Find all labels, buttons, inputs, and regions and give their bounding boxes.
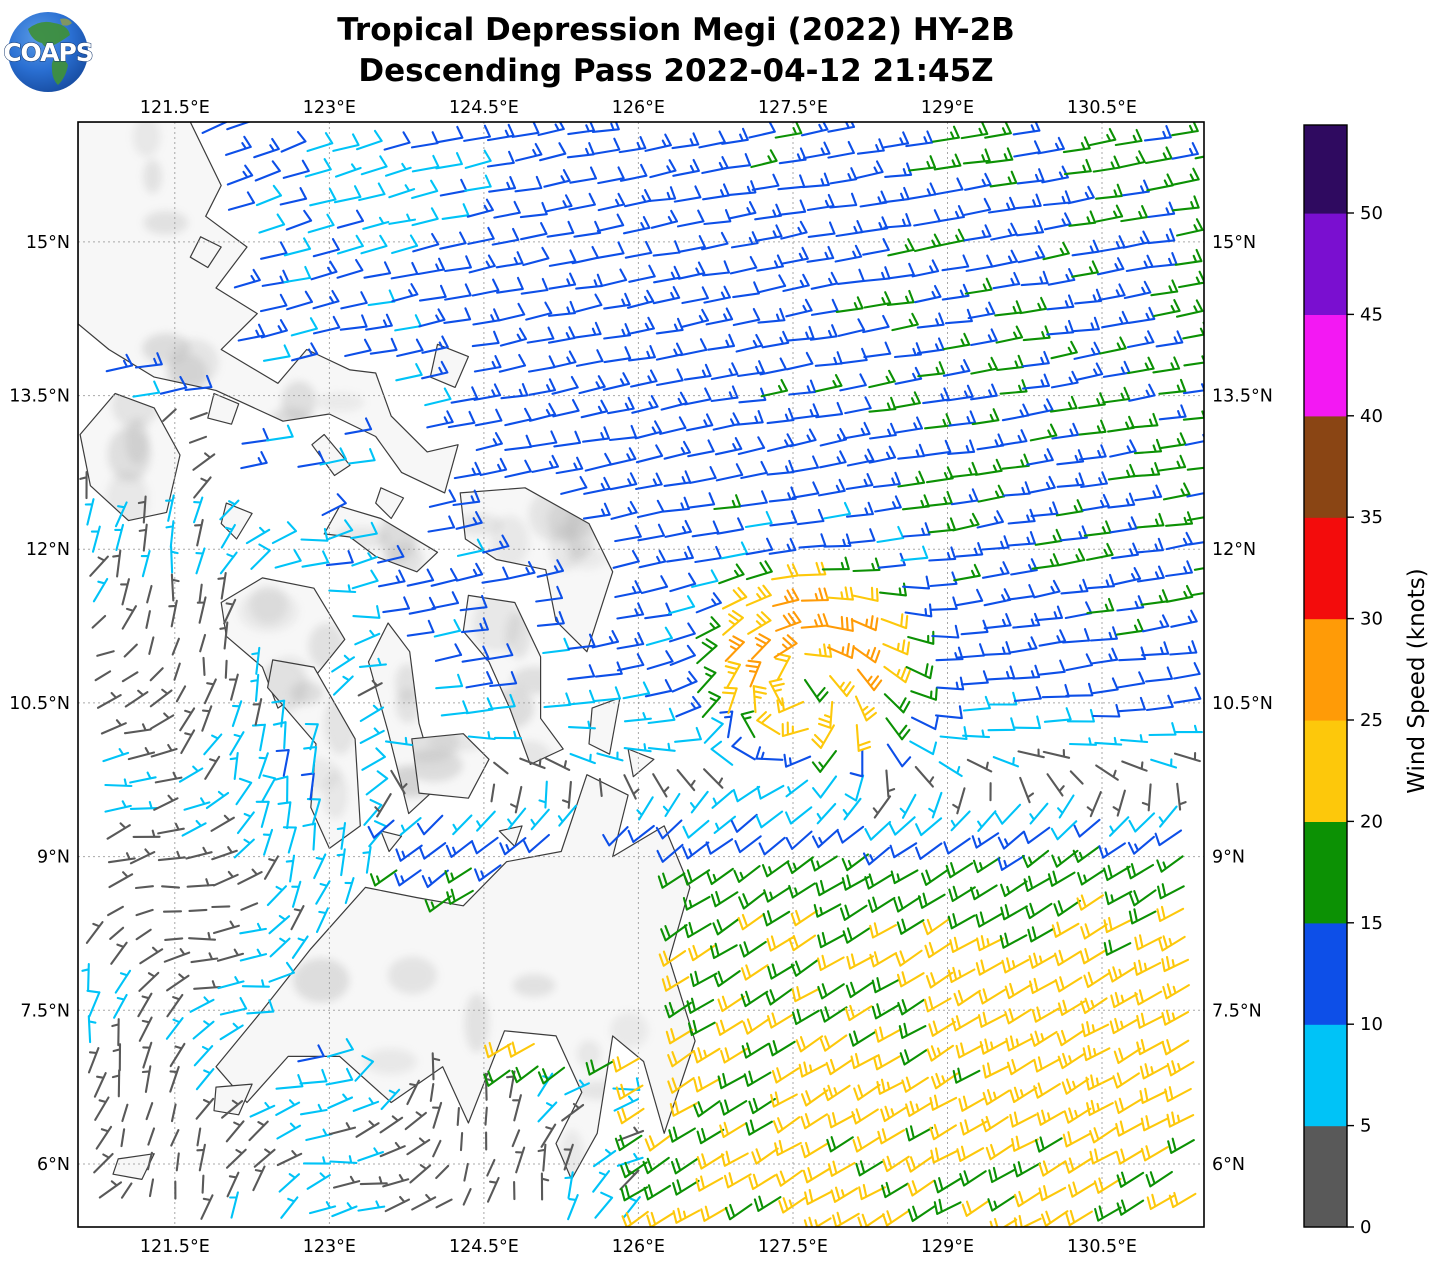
axis-tick-labels: 121.5°E 121.5°E 123°E 123°E 124.5°E 124.5°E 12… <box>9 98 1273 1257</box>
ytick-left: 12°N <box>26 540 70 560</box>
colorbar: 0 5 10 15 20 25 30 35 40 45 50 Wind Speed (knots) <box>1303 124 1430 1238</box>
xtick-top: 126°E <box>612 98 665 118</box>
ytick-left: 15°N <box>26 233 70 253</box>
map-land-layer <box>78 122 696 1180</box>
xtick-bottom: 121.5°E <box>140 1237 210 1257</box>
ytick-right: 7.5°N <box>1212 1001 1262 1021</box>
colorbar-band <box>1304 314 1347 417</box>
island-dinagat <box>589 697 620 755</box>
ytick-right: 9°N <box>1212 848 1245 868</box>
colorbar-tick-label: 20 <box>1360 811 1383 832</box>
colorbar-band <box>1304 1125 1347 1228</box>
ytick-left: 6°N <box>37 1155 70 1175</box>
plot-frame <box>77 121 1205 1228</box>
xtick-bottom: 126°E <box>612 1237 665 1257</box>
xtick-top: 124.5°E <box>449 98 519 118</box>
island-jolo <box>113 1153 155 1180</box>
colorbar-cells <box>1304 125 1347 1228</box>
colorbar-tick-label: 10 <box>1360 1014 1383 1035</box>
colorbar-band <box>1304 1024 1347 1127</box>
xtick-bottom: 127.5°E <box>758 1237 828 1257</box>
colorbar-frame <box>1303 124 1348 1228</box>
ytick-left: 9°N <box>37 848 70 868</box>
colorbar-tick-label: 5 <box>1360 1116 1371 1137</box>
colorbar-band <box>1304 517 1347 620</box>
globe-land-greenland <box>60 18 72 26</box>
colorbar-band <box>1304 922 1347 1025</box>
xtick-bottom: 124.5°E <box>449 1237 519 1257</box>
xtick-top: 129°E <box>921 98 974 118</box>
ytick-right: 12°N <box>1212 540 1256 560</box>
globe-land-south-america <box>51 58 68 85</box>
island-catanduanes <box>430 344 469 388</box>
ytick-left: 13.5°N <box>9 387 70 407</box>
xtick-top: 123°E <box>303 98 356 118</box>
xtick-bottom: 130.5°E <box>1067 1237 1137 1257</box>
colorbar-band <box>1304 618 1347 721</box>
colorbar-axis-label: Wind Speed (knots) <box>1404 568 1430 793</box>
coaps-logo: COAPS <box>3 12 94 92</box>
colorbar-band <box>1304 213 1347 315</box>
island-mindanao <box>216 774 696 1180</box>
xtick-top: 127.5°E <box>758 98 828 118</box>
colorbar-tick-label: 25 <box>1360 710 1383 731</box>
colorbar-band <box>1304 821 1347 924</box>
island-siquijor <box>380 831 402 852</box>
terrain-shading <box>106 393 158 521</box>
ytick-right: 15°N <box>1212 233 1256 253</box>
xtick-top: 121.5°E <box>140 98 210 118</box>
figure-title-line2: Descending Pass 2022-04-12 21:45Z <box>358 53 993 89</box>
globe-land-north-america <box>28 21 70 48</box>
colorbar-tick-label: 35 <box>1360 507 1383 528</box>
colorbar-tick-label: 0 <box>1360 1217 1371 1238</box>
ytick-right: 13.5°N <box>1212 387 1273 407</box>
island-siargao <box>628 749 654 777</box>
ytick-right: 10.5°N <box>1212 694 1273 714</box>
colorbar-tick-label: 30 <box>1360 609 1383 630</box>
colorbar-tick-label: 45 <box>1360 304 1383 325</box>
ytick-left: 10.5°N <box>9 694 70 714</box>
colorbar-tick-label: 50 <box>1360 203 1383 224</box>
island-polillo <box>190 236 222 268</box>
terrain-shading <box>293 956 649 1180</box>
colorbar-tick-label: 40 <box>1360 406 1383 427</box>
island-burias <box>311 434 350 476</box>
wind-barb-layer <box>79 122 1204 1227</box>
colorbar-band <box>1304 415 1347 518</box>
colorbar-band <box>1304 125 1347 214</box>
island-basilan <box>214 1084 253 1115</box>
xtick-top: 130.5°E <box>1067 98 1137 118</box>
logo-text: COAPS <box>3 38 93 67</box>
colorbar-tick-label: 15 <box>1360 913 1383 934</box>
xtick-bottom: 129°E <box>921 1237 974 1257</box>
ytick-right: 6°N <box>1212 1155 1245 1175</box>
ytick-left: 7.5°N <box>20 1001 70 1021</box>
xtick-bottom: 123°E <box>303 1237 356 1257</box>
colorbar-tick-labels: 0 5 10 15 20 25 30 35 40 45 50 <box>1347 203 1383 1238</box>
colorbar-band <box>1304 720 1347 822</box>
figure-title-line1: Tropical Depression Megi (2022) HY-2B <box>337 12 1015 48</box>
island-tablas <box>221 503 253 539</box>
